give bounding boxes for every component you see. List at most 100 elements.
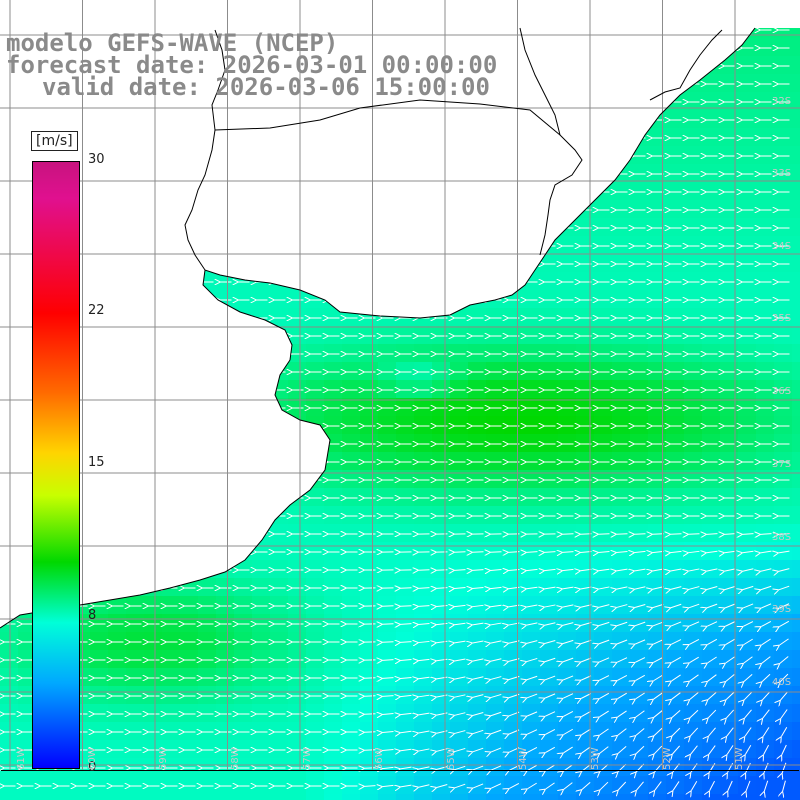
wind-cell xyxy=(648,596,667,615)
wind-cell xyxy=(612,632,631,651)
wind-cell xyxy=(468,524,487,543)
wind-cell xyxy=(720,614,739,633)
wind-cell xyxy=(666,704,685,723)
wind-cell xyxy=(630,542,649,561)
wind-cell xyxy=(792,218,800,237)
wind-cell xyxy=(450,632,469,651)
wind-cell xyxy=(414,650,433,669)
wind-cell xyxy=(792,38,800,57)
wind-cell xyxy=(792,344,800,363)
wind-cell xyxy=(414,686,433,705)
wind-cell xyxy=(720,632,739,651)
wind-cell xyxy=(162,794,181,800)
wind-cell xyxy=(702,668,721,687)
wind-cell xyxy=(630,632,649,651)
wind-cell xyxy=(684,794,703,800)
wind-cell xyxy=(522,578,541,597)
wind-cell xyxy=(594,542,613,561)
wind-cell xyxy=(648,686,667,705)
wind-cell xyxy=(522,596,541,615)
wind-cell xyxy=(648,776,667,795)
wind-cell xyxy=(504,596,523,615)
wind-cell xyxy=(486,740,505,759)
wind-arrow xyxy=(635,534,646,535)
wind-cell xyxy=(702,542,721,561)
wind-cell xyxy=(414,722,433,741)
wind-cell xyxy=(558,596,577,615)
wind-cell xyxy=(738,632,757,651)
wind-cell xyxy=(756,578,775,597)
wind-cell xyxy=(576,722,595,741)
wind-cell xyxy=(360,632,379,651)
lat-label: 32S xyxy=(772,96,792,107)
wind-cell xyxy=(414,542,433,561)
wind-cell xyxy=(360,614,379,633)
wind-cell xyxy=(414,758,433,777)
wind-cell xyxy=(774,794,793,800)
wind-cell xyxy=(414,596,433,615)
wind-cell xyxy=(504,578,523,597)
wind-cell xyxy=(468,722,487,741)
wind-cell xyxy=(504,560,523,579)
wind-cell xyxy=(558,704,577,723)
wind-cell xyxy=(540,740,559,759)
wind-cell xyxy=(756,740,775,759)
wind-cell xyxy=(432,650,451,669)
wind-cell xyxy=(486,776,505,795)
wind-cell xyxy=(414,776,433,795)
wind-cell xyxy=(648,722,667,741)
wind-cell xyxy=(576,650,595,669)
wind-cell xyxy=(792,470,800,489)
wind-cell xyxy=(396,542,415,561)
lon-label: 61W xyxy=(16,747,27,770)
wind-cell xyxy=(414,668,433,687)
wind-cell xyxy=(558,794,577,800)
wind-cell xyxy=(684,776,703,795)
wind-cell xyxy=(432,686,451,705)
wind-cell xyxy=(666,686,685,705)
wind-cell xyxy=(216,794,235,800)
wind-cell xyxy=(648,668,667,687)
lat-label: 38S xyxy=(772,532,792,543)
wind-cell xyxy=(612,578,631,597)
wind-cell xyxy=(666,632,685,651)
wind-cell xyxy=(666,650,685,669)
wind-cell xyxy=(360,794,379,800)
wind-cell xyxy=(630,794,649,800)
wind-cell xyxy=(792,56,800,75)
wind-cell xyxy=(594,722,613,741)
wind-cell xyxy=(720,596,739,615)
wind-cell xyxy=(522,722,541,741)
wind-cell xyxy=(792,650,800,669)
wind-arrow xyxy=(455,570,466,571)
wind-cell xyxy=(450,542,469,561)
wind-cell xyxy=(522,794,541,800)
wind-cell xyxy=(72,794,91,800)
wind-cell xyxy=(576,686,595,705)
wind-cell xyxy=(792,308,800,327)
wind-cell xyxy=(612,650,631,669)
wind-cell xyxy=(432,578,451,597)
wind-cell xyxy=(378,704,397,723)
wind-cell xyxy=(414,614,433,633)
wind-cell xyxy=(630,776,649,795)
lat-label: 33S xyxy=(772,168,792,179)
wind-cell xyxy=(738,686,757,705)
wind-cell xyxy=(756,524,775,543)
wind-cell xyxy=(504,722,523,741)
wind-cell xyxy=(756,794,775,800)
wind-cell xyxy=(342,776,361,795)
wind-cell xyxy=(90,794,109,800)
wind-cell xyxy=(342,758,361,777)
wind-arrow xyxy=(419,588,430,589)
wind-cell xyxy=(378,722,397,741)
wind-cell xyxy=(792,362,800,381)
wind-cell xyxy=(630,686,649,705)
wind-cell xyxy=(576,794,595,800)
wind-cell xyxy=(720,578,739,597)
wind-cell xyxy=(450,596,469,615)
wind-cell xyxy=(396,704,415,723)
wind-cell xyxy=(432,776,451,795)
wind-cell xyxy=(702,560,721,579)
